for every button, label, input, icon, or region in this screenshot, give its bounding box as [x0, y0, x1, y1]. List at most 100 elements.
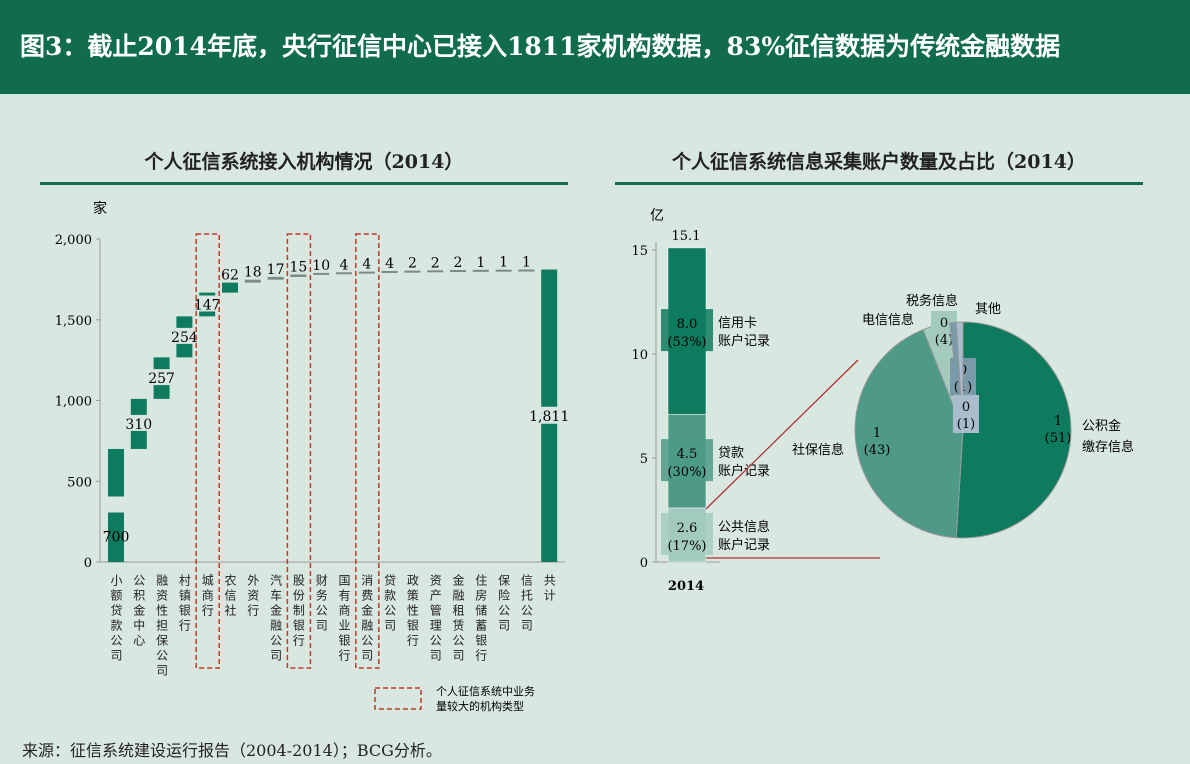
- label-bg: [127, 414, 150, 431]
- y-tick-label: 0: [84, 556, 92, 571]
- segment-value: 8.0: [677, 317, 698, 332]
- data-label: 700: [103, 530, 130, 546]
- total-label: 15.1: [672, 229, 701, 244]
- waterfall-bar: [358, 271, 375, 274]
- left-title-rule: [40, 182, 568, 185]
- category-label: 贷款公司: [382, 574, 397, 634]
- slice-name: 电信信息: [862, 312, 914, 328]
- label-bg: [531, 406, 568, 424]
- data-label: 17: [267, 262, 285, 278]
- slice-name: 缴存信息: [1082, 439, 1134, 455]
- waterfall-bar: [222, 282, 238, 293]
- connector-line: [705, 359, 859, 510]
- category-label: 住房储蓄银行: [473, 574, 488, 664]
- segment-name: 贷款: [718, 446, 744, 461]
- slice-name: 公积金: [1082, 418, 1121, 434]
- category-label: 公积金中心: [131, 574, 146, 649]
- category-label: 共计: [542, 574, 557, 604]
- x-tick-label: 2014: [668, 579, 704, 594]
- category-label: 金融租赁公司: [451, 574, 465, 664]
- waterfall-bar: [381, 270, 398, 273]
- slice-name: 社保信息: [792, 442, 844, 458]
- right-title-rule: [615, 182, 1143, 185]
- label-bg: [661, 309, 713, 352]
- y-tick-label: 1,500: [55, 314, 92, 329]
- waterfall-bar: [290, 274, 307, 277]
- category-label: 国有商业银行: [337, 574, 351, 664]
- slice-value: 0: [940, 316, 948, 331]
- right-chart-title: 个人征信系统信息采集账户数量及占比（2014）: [672, 151, 1086, 173]
- category-label: 保险公司: [496, 574, 511, 634]
- waterfall-bar: [244, 279, 261, 283]
- data-label: 4: [385, 256, 394, 272]
- waterfall-bar: [518, 269, 535, 272]
- category-label: 政策性银行: [405, 574, 420, 649]
- label-bg: [661, 512, 713, 555]
- y-tick-label: 15: [631, 244, 648, 259]
- data-label: 4: [340, 257, 349, 273]
- segment-name: 账户记录: [718, 537, 770, 553]
- y-tick-label: 5: [640, 452, 648, 467]
- data-label: 2: [431, 255, 440, 271]
- slice-value: 1: [873, 426, 881, 441]
- label-bg: [953, 395, 979, 433]
- data-label: 310: [125, 417, 152, 433]
- segment-name: 账户记录: [718, 333, 770, 349]
- waterfall-bar: [495, 269, 512, 272]
- highlight-box: [286, 233, 312, 669]
- data-label: 1,811: [529, 409, 569, 425]
- label-bg: [196, 295, 219, 312]
- waterfall-bar: [267, 276, 284, 280]
- data-label: 10: [312, 258, 330, 274]
- y-axis-unit: 亿: [650, 208, 664, 224]
- data-label: 254: [171, 330, 198, 346]
- category-label: 外资行: [245, 574, 260, 619]
- left-chart-title: 个人征信系统接入机构情况（2014）: [144, 151, 464, 173]
- data-label: 147: [194, 297, 221, 313]
- waterfall-bar: [472, 269, 489, 272]
- category-label: 融资性担保公司: [154, 574, 169, 679]
- label-bg: [105, 496, 127, 513]
- label-bg: [173, 327, 196, 344]
- segment-value: 4.5: [677, 447, 698, 462]
- waterfall-bar: [404, 270, 421, 273]
- slice-pct: (4): [935, 333, 953, 348]
- legend-text: 量较大的机构类型: [436, 699, 524, 713]
- legend-swatch: [374, 687, 422, 710]
- slice-pct: (51): [1045, 431, 1072, 446]
- slice-value: 0: [962, 400, 970, 415]
- segment-pct: (30%): [667, 465, 706, 480]
- source-note: 来源：征信系统建设运行报告（2004-2014）；BCG分析。: [22, 741, 442, 760]
- y-tick-label: 10: [631, 348, 648, 363]
- highlight-box: [195, 233, 220, 669]
- highlighted-category-label: 股份制银行: [291, 574, 306, 649]
- category-label: 信托公司: [519, 574, 534, 634]
- waterfall-bar: [450, 270, 466, 273]
- waterfall-bar: [313, 272, 330, 275]
- y-tick-label: 500: [67, 475, 92, 490]
- slice-value: 1: [1054, 414, 1062, 429]
- slice-name: 其他: [975, 302, 1001, 317]
- legend-text: 个人征信系统中业务: [436, 685, 535, 698]
- data-label: 18: [244, 265, 262, 281]
- category-label: 农信社: [223, 574, 237, 619]
- y-axis-unit: 家: [93, 200, 107, 217]
- data-label: 15: [289, 260, 307, 276]
- category-label: 资产管理公司: [428, 574, 443, 664]
- category-label: 村镇银行: [177, 574, 192, 634]
- segment-name: 信用卡: [718, 316, 757, 331]
- data-label: 2: [454, 255, 463, 271]
- category-label: 财务公司: [314, 574, 329, 634]
- waterfall-bar: [336, 272, 352, 275]
- data-label: 62: [221, 268, 239, 284]
- data-label: 1: [522, 255, 531, 271]
- slice-pct: (1): [957, 417, 975, 432]
- slice-pct: (43): [864, 443, 891, 458]
- label-bg: [661, 439, 713, 482]
- data-label: 1: [476, 255, 485, 271]
- y-tick-label: 1,000: [55, 395, 92, 410]
- waterfall-bar: [427, 270, 444, 273]
- label-bg: [150, 369, 173, 386]
- data-label: 257: [148, 371, 175, 387]
- data-label: 4: [362, 257, 371, 273]
